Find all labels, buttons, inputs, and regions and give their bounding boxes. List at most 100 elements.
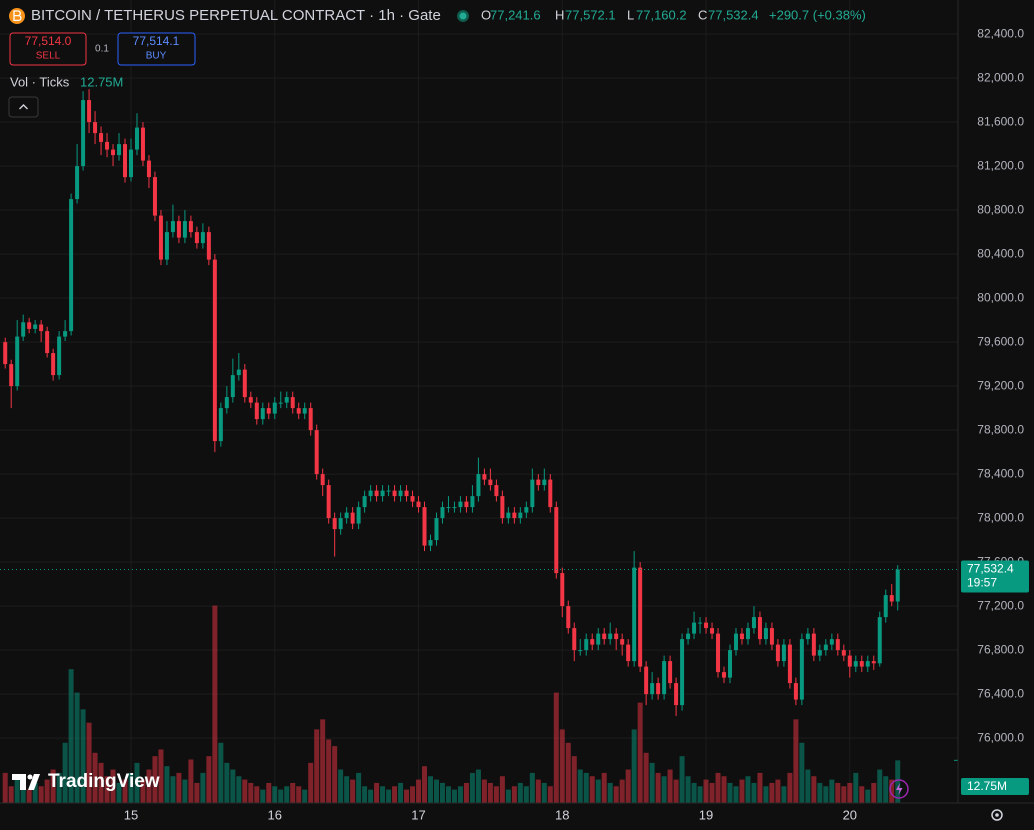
candle-body [105,141,110,150]
buy-button[interactable] [117,32,196,66]
volume-bar [380,786,386,803]
buy-price: 77,514.1 [133,34,180,48]
volume-bar [314,729,320,803]
volume-bar [529,772,535,803]
candle-body [87,100,92,123]
candle-body [284,397,289,403]
sell-label: SELL [36,51,61,62]
candle-body [111,149,116,156]
candle-body [841,650,846,656]
volume-bar [727,782,733,803]
candle-body [350,512,355,524]
candle-body [853,661,858,667]
ohlc-value: 77,241.6 [490,7,541,22]
volume-bar [368,789,374,803]
candle-body [146,160,151,178]
sell-button[interactable] [9,32,87,66]
volume-bar [517,782,523,803]
volume-bar [685,776,691,803]
candle-body [787,644,792,684]
volume-bar [781,786,787,803]
volume-bar [2,772,8,803]
volume-bar [8,786,14,803]
candle-body [218,408,223,442]
candle-body [506,512,511,519]
volume-bar [206,756,212,803]
candle-body [548,479,553,508]
candle-body [458,501,463,508]
volume-bar [110,769,116,803]
volume-bar [254,786,260,803]
candle-body [716,633,721,673]
candle-body [320,474,325,486]
volume-bar [392,786,398,803]
collapse-button[interactable] [8,96,39,118]
candle-body [338,518,343,530]
y-tick-label: 80,800.0 [977,202,1024,216]
candle-body [15,336,20,387]
volume-bar [541,782,547,803]
candle-body [230,375,235,398]
candle-body [236,369,241,376]
volume-bar [469,772,475,803]
candle-body [278,402,283,404]
candle-body [272,402,277,414]
status-dot [459,12,467,20]
volume-bar [68,669,74,803]
volume-legend-value: 12.75M [80,74,123,89]
x-tick-label: 15 [124,807,138,822]
symbol-title: BITCOIN / TETHERUS PERPETUAL CONTRACT · … [31,7,441,24]
candle-body [877,617,882,664]
candle-body [769,628,774,645]
settings-button[interactable] [991,809,1003,821]
volume-bar [230,769,236,803]
volume-bar [26,789,32,803]
volume-bar [463,782,469,803]
candle-body [865,661,870,667]
candle-body [57,336,62,376]
volume-bar [302,789,308,803]
volume-bar [865,789,871,803]
volume-bar [134,762,140,803]
candle-body [704,622,709,629]
volume-bar [673,779,679,803]
volume-bar [122,779,128,803]
y-tick-label: 78,000.0 [977,510,1024,524]
volume-bar [793,719,799,803]
candle-body [248,397,253,403]
volume-bar [583,772,589,803]
candle-body [398,490,403,497]
volume-bar [194,782,200,803]
volume-bar [559,729,565,803]
candle-body [9,364,14,387]
candle-body [722,672,727,678]
volume-bar [661,776,667,803]
candle-body [500,496,505,519]
candle-body [674,683,679,706]
volume-bar [571,756,577,803]
ohlc-key: C [698,7,707,22]
volume-bar [877,769,883,803]
volume-bar [158,749,164,803]
volume-bar [775,779,781,803]
volume-bar [350,779,356,803]
volume-bar [499,776,505,803]
candle-body [662,661,667,695]
y-tick-label: 80,000.0 [977,290,1024,304]
candle-body [542,479,547,486]
volume-bar [841,786,847,803]
volume-bar [128,772,134,803]
candle-body [530,479,535,508]
candle-body [344,512,349,519]
volume-bar [362,786,368,803]
volume-bar [140,779,146,803]
candle-body [482,474,487,480]
volume-bar [655,772,661,803]
lightning-button[interactable] [889,779,909,799]
y-tick-label: 76,400.0 [977,686,1024,700]
volume-bar [481,779,487,803]
candle-body [632,567,637,662]
volume-bar [433,779,439,803]
volume-bar [98,762,104,803]
volume-bar [146,769,152,803]
